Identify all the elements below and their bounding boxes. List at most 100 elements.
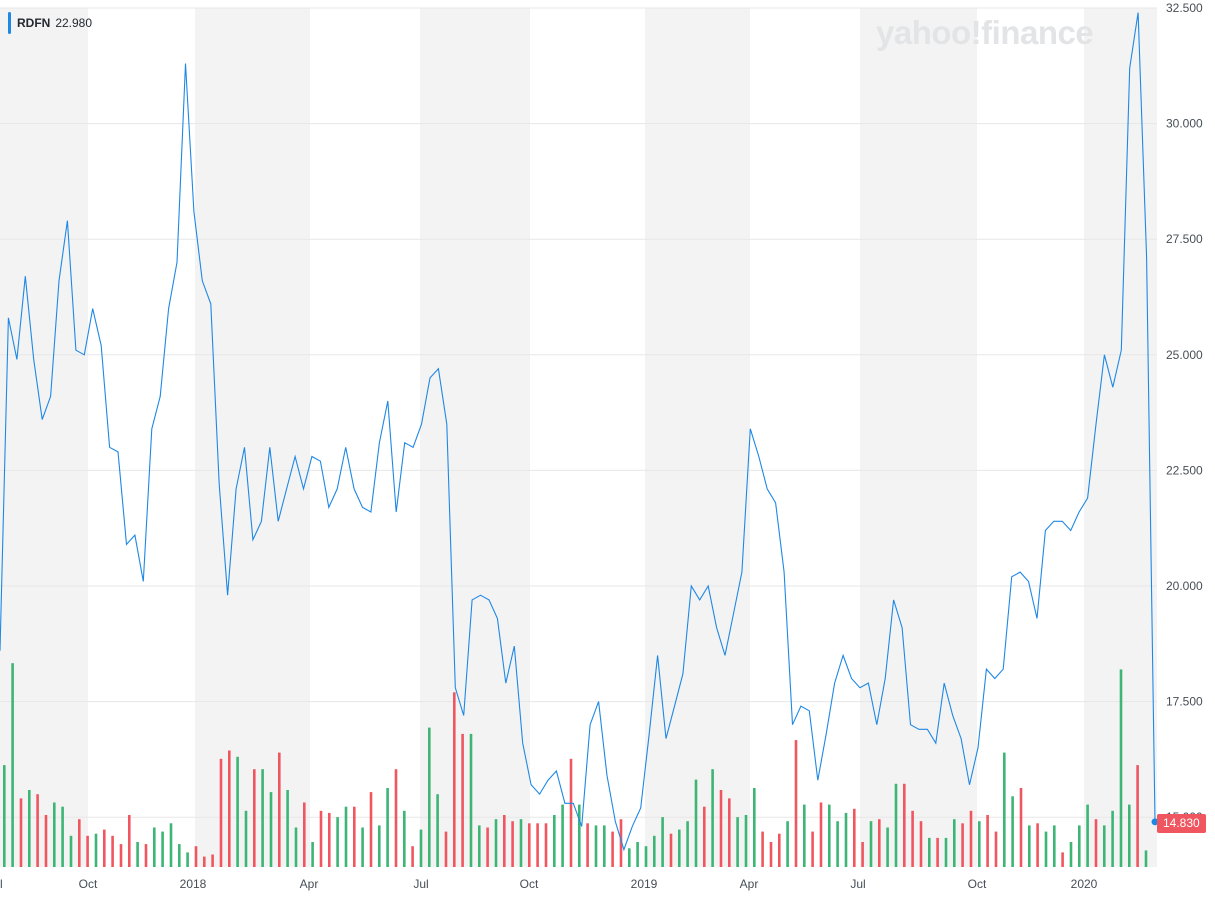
volume-bar xyxy=(286,790,289,867)
volume-bar xyxy=(969,810,973,867)
volume-bar xyxy=(519,819,523,867)
price-line xyxy=(0,12,1156,852)
volume-bar xyxy=(394,769,398,867)
x-tick-label: Apr xyxy=(740,877,759,891)
y-tick-label: 25.000 xyxy=(1166,348,1203,362)
volume-bar xyxy=(94,833,98,867)
volume-bar xyxy=(944,837,948,867)
volume-bar xyxy=(686,821,689,867)
volume-bar xyxy=(819,802,823,867)
volume-bar xyxy=(111,835,114,867)
volume-bar xyxy=(836,821,839,867)
volume-bar xyxy=(886,827,889,867)
legend-value: 22.980 xyxy=(55,16,93,30)
x-tick-label: Apr xyxy=(300,877,319,891)
volume-bar xyxy=(1111,810,1114,867)
volume-bar xyxy=(511,821,514,867)
volume-bar xyxy=(694,779,698,867)
x-tick-label: Oct xyxy=(968,877,987,891)
volume-bar xyxy=(161,831,164,867)
volume-bar xyxy=(628,848,631,867)
volume-bar xyxy=(78,819,81,867)
x-tick-label: Oct xyxy=(79,877,98,891)
last-price-dot xyxy=(1151,818,1159,826)
volume-bar xyxy=(353,806,356,867)
volume-bar xyxy=(986,815,989,867)
y-tick-label: 22.500 xyxy=(1166,463,1203,477)
volume-bar xyxy=(136,842,139,867)
volume-bar xyxy=(978,821,981,867)
volume-bar xyxy=(369,792,373,867)
volume-bar xyxy=(419,829,423,867)
volume-bar xyxy=(803,804,806,867)
volume-bar xyxy=(811,831,814,867)
volume-bar xyxy=(828,804,831,867)
y-tick-label: 17.500 xyxy=(1166,695,1203,709)
volume-bar xyxy=(919,821,923,867)
volume-bar xyxy=(303,802,306,867)
y-tick-label: 27.500 xyxy=(1166,232,1203,246)
volume-bar xyxy=(553,815,556,867)
volume-bar xyxy=(586,823,589,867)
y-tick-label: 32.500 xyxy=(1166,1,1203,15)
volume-bar xyxy=(69,835,73,867)
volume-bar xyxy=(853,808,856,867)
volume-bar xyxy=(494,819,498,867)
x-tick-label: 2019 xyxy=(631,877,658,891)
volume-bar xyxy=(728,798,731,867)
volume-bar xyxy=(28,790,31,867)
volume-bar xyxy=(311,842,314,867)
volume-bar xyxy=(778,833,781,867)
last-price-tag: 14.830 xyxy=(1157,814,1206,833)
volume-bar xyxy=(786,821,789,867)
volume-bar xyxy=(1044,831,1048,867)
quarter-band xyxy=(195,8,310,867)
volume-bar xyxy=(1036,823,1039,867)
volume-bar xyxy=(528,823,531,867)
volume-bar xyxy=(294,827,298,867)
volume-bar xyxy=(1078,825,1081,867)
volume-bar xyxy=(119,844,123,867)
x-tick-label: Oct xyxy=(520,877,539,891)
volume-bar xyxy=(619,819,623,867)
quarter-band xyxy=(860,8,977,867)
volume-bar xyxy=(994,831,998,867)
volume-bar xyxy=(228,750,231,867)
volume-bar xyxy=(903,783,906,867)
volume-bar xyxy=(1094,819,1098,867)
volume-bar xyxy=(436,794,439,867)
volume-bar xyxy=(169,823,173,867)
volume-bar xyxy=(278,752,281,867)
volume-bar xyxy=(611,831,614,867)
volume-bar xyxy=(403,810,406,867)
volume-bar xyxy=(761,831,764,867)
volume-bar xyxy=(411,846,414,867)
volume-bar xyxy=(894,783,898,867)
volume-bar xyxy=(44,815,48,867)
volume-bar xyxy=(911,810,914,867)
legend[interactable]: RDFN 22.980 xyxy=(8,12,92,34)
volume-bar xyxy=(328,812,331,867)
volume-bar xyxy=(244,810,248,867)
volume-bar xyxy=(569,758,573,867)
x-tick-label: Jul xyxy=(413,877,428,891)
volume-bar xyxy=(1103,825,1106,867)
volume-bar xyxy=(1136,765,1139,867)
volume-bar xyxy=(378,825,381,867)
volume-bar xyxy=(703,806,706,867)
volume-bar xyxy=(594,825,598,867)
volume-bar xyxy=(769,842,773,867)
volume-bar xyxy=(503,815,506,867)
volume-bar xyxy=(428,727,431,867)
volume-bar xyxy=(336,817,339,867)
x-tick-label: 2018 xyxy=(180,877,207,891)
volume-bar xyxy=(444,831,448,867)
quarter-band xyxy=(645,8,750,867)
volume-bar xyxy=(753,788,756,867)
gridlines xyxy=(0,7,1157,818)
volume-bar xyxy=(253,769,256,867)
volume-bar xyxy=(36,794,39,867)
volume-bar xyxy=(486,827,489,867)
x-tick-label: 2020 xyxy=(1071,877,1098,891)
